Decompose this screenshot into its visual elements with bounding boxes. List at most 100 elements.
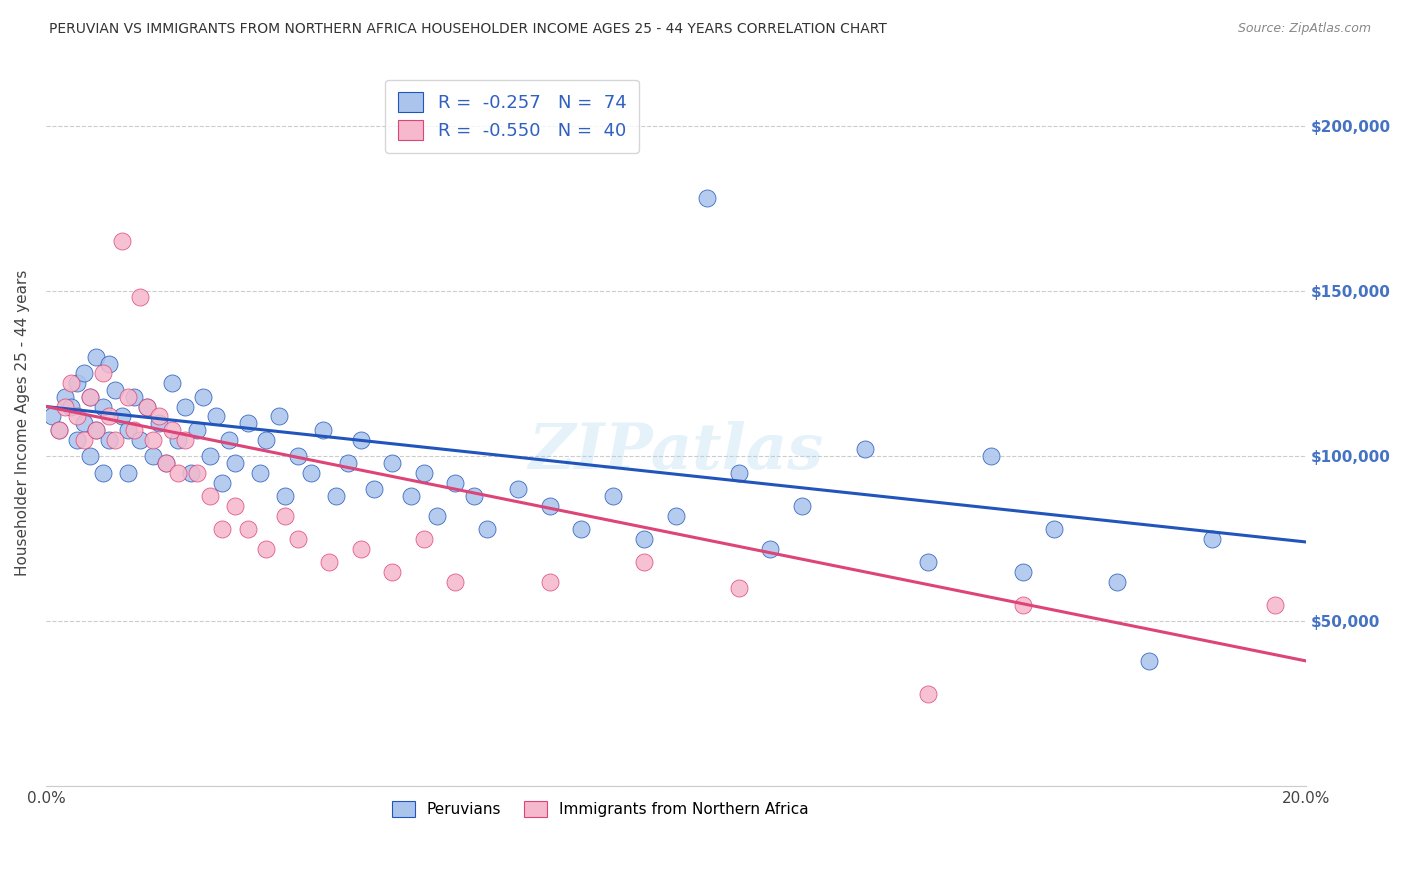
Point <box>1263 598 1285 612</box>
Point <box>117 466 139 480</box>
Point <box>167 433 190 447</box>
Text: ZIPatlas: ZIPatlas <box>529 421 824 483</box>
Point <box>66 409 89 424</box>
Point <box>98 409 121 424</box>
Point <box>48 423 70 437</box>
Text: Source: ZipAtlas.com: Source: ZipAtlas.com <box>1237 22 1371 36</box>
Point <box>274 489 297 503</box>
Point <box>463 489 485 503</box>
Point <box>426 508 449 523</box>
Point <box>173 400 195 414</box>
Point <box>91 466 114 480</box>
Point <box>224 456 246 470</box>
Point <box>110 409 132 424</box>
Point <box>167 466 190 480</box>
Point <box>91 400 114 414</box>
Point <box>86 423 108 437</box>
Point <box>155 456 177 470</box>
Point <box>79 449 101 463</box>
Point <box>917 555 939 569</box>
Point <box>287 532 309 546</box>
Point <box>508 482 530 496</box>
Point <box>60 376 83 391</box>
Point <box>86 350 108 364</box>
Point <box>98 433 121 447</box>
Point <box>337 456 360 470</box>
Point <box>571 522 593 536</box>
Point <box>60 400 83 414</box>
Point <box>287 449 309 463</box>
Point <box>236 522 259 536</box>
Point <box>173 433 195 447</box>
Point <box>256 433 278 447</box>
Point <box>853 442 876 457</box>
Point <box>91 367 114 381</box>
Point <box>350 433 373 447</box>
Point <box>318 555 340 569</box>
Point <box>122 390 145 404</box>
Point <box>186 466 208 480</box>
Point <box>249 466 271 480</box>
Point <box>79 390 101 404</box>
Point <box>142 433 165 447</box>
Point <box>633 532 655 546</box>
Point <box>1105 574 1128 589</box>
Point <box>148 409 170 424</box>
Point <box>104 433 127 447</box>
Point <box>917 687 939 701</box>
Point <box>129 291 152 305</box>
Point <box>312 423 335 437</box>
Point <box>218 433 240 447</box>
Point <box>413 532 436 546</box>
Point <box>53 400 76 414</box>
Point <box>538 499 561 513</box>
Point <box>274 508 297 523</box>
Point <box>363 482 385 496</box>
Point <box>117 390 139 404</box>
Point <box>73 433 96 447</box>
Point <box>79 390 101 404</box>
Point <box>180 466 202 480</box>
Point <box>129 433 152 447</box>
Point <box>444 475 467 490</box>
Point <box>135 400 157 414</box>
Point <box>211 522 233 536</box>
Point <box>224 499 246 513</box>
Point <box>98 357 121 371</box>
Point <box>1043 522 1066 536</box>
Point <box>211 475 233 490</box>
Point <box>193 390 215 404</box>
Point <box>155 456 177 470</box>
Y-axis label: Householder Income Ages 25 - 44 years: Householder Income Ages 25 - 44 years <box>15 270 30 576</box>
Point <box>790 499 813 513</box>
Point <box>728 466 751 480</box>
Point <box>41 409 63 424</box>
Point <box>205 409 228 424</box>
Point <box>142 449 165 463</box>
Point <box>135 400 157 414</box>
Point <box>413 466 436 480</box>
Point <box>73 367 96 381</box>
Point <box>602 489 624 503</box>
Point <box>728 581 751 595</box>
Point <box>256 541 278 556</box>
Point <box>198 449 221 463</box>
Point <box>381 456 404 470</box>
Point <box>1011 598 1033 612</box>
Point <box>122 423 145 437</box>
Text: PERUVIAN VS IMMIGRANTS FROM NORTHERN AFRICA HOUSEHOLDER INCOME AGES 25 - 44 YEAR: PERUVIAN VS IMMIGRANTS FROM NORTHERN AFR… <box>49 22 887 37</box>
Legend: Peruvians, Immigrants from Northern Africa: Peruvians, Immigrants from Northern Afri… <box>382 792 818 826</box>
Point <box>350 541 373 556</box>
Point <box>1011 565 1033 579</box>
Point <box>633 555 655 569</box>
Point <box>1201 532 1223 546</box>
Point <box>401 489 423 503</box>
Point <box>299 466 322 480</box>
Point <box>66 433 89 447</box>
Point <box>267 409 290 424</box>
Point <box>444 574 467 589</box>
Point <box>325 489 347 503</box>
Point <box>475 522 498 536</box>
Point <box>73 416 96 430</box>
Point <box>980 449 1002 463</box>
